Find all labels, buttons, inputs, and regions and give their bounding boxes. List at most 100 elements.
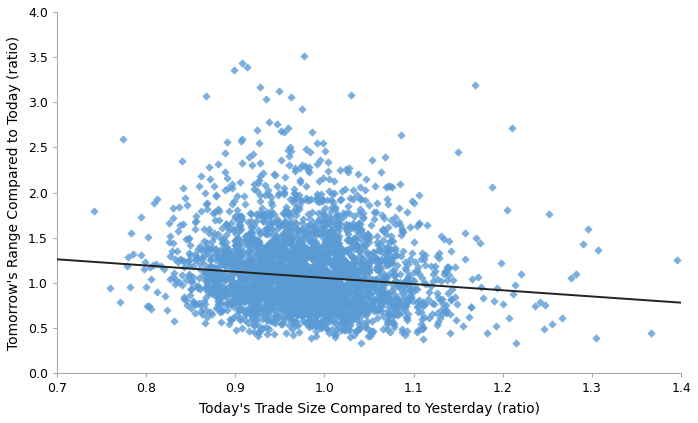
Point — [389, 244, 400, 251]
Point — [208, 275, 219, 282]
Point — [355, 293, 366, 300]
Point — [276, 270, 287, 277]
Point — [417, 336, 429, 343]
Point — [239, 201, 251, 207]
Point — [343, 288, 355, 295]
Point — [248, 180, 260, 187]
Point — [334, 197, 345, 204]
Point — [298, 307, 309, 313]
Point — [334, 269, 345, 276]
Point — [226, 181, 237, 188]
Point — [337, 245, 348, 252]
Point — [306, 322, 318, 329]
Point — [282, 278, 293, 285]
Y-axis label: Tomorrow's Range Compared to Today (ratio): Tomorrow's Range Compared to Today (rati… — [7, 36, 21, 349]
Point — [267, 271, 279, 277]
Point — [244, 265, 255, 272]
Point — [370, 277, 381, 284]
Point — [221, 288, 232, 294]
Point — [347, 305, 358, 311]
Point — [303, 306, 314, 313]
Point — [275, 257, 286, 264]
Point — [248, 268, 260, 275]
Point — [189, 218, 200, 225]
Point — [327, 257, 338, 264]
Point — [255, 294, 266, 301]
Point — [294, 301, 305, 308]
Point — [309, 295, 320, 302]
Point — [380, 274, 392, 280]
Point — [327, 307, 339, 313]
Point — [315, 281, 327, 288]
Point — [300, 299, 311, 305]
Point — [315, 231, 326, 237]
Point — [280, 241, 291, 248]
Point — [260, 261, 272, 268]
Point — [242, 285, 253, 291]
Point — [295, 272, 306, 278]
Point — [290, 283, 302, 289]
Point — [313, 265, 325, 272]
Point — [315, 284, 326, 291]
Point — [244, 209, 255, 216]
Point — [327, 269, 338, 276]
Point — [334, 282, 346, 289]
Point — [213, 294, 224, 300]
Point — [244, 257, 255, 264]
Point — [265, 318, 276, 324]
Point — [288, 186, 299, 193]
Point — [336, 248, 347, 255]
Point — [303, 318, 314, 325]
Point — [315, 267, 326, 274]
Point — [401, 315, 413, 321]
Point — [382, 248, 393, 255]
Point — [276, 245, 288, 252]
Point — [394, 218, 405, 225]
Point — [255, 198, 266, 205]
Point — [253, 262, 265, 269]
Point — [351, 222, 362, 228]
Point — [244, 241, 255, 247]
Point — [382, 243, 393, 250]
Point — [233, 268, 244, 275]
Point — [321, 321, 332, 327]
Point — [399, 259, 410, 266]
Point — [646, 330, 657, 337]
Point — [306, 308, 318, 314]
Point — [671, 256, 683, 263]
Point — [218, 262, 229, 269]
Point — [235, 254, 246, 261]
Point — [466, 304, 477, 310]
Point — [274, 222, 285, 229]
Point — [291, 247, 302, 254]
Point — [341, 268, 352, 275]
Point — [341, 263, 352, 270]
Point — [284, 297, 295, 303]
Point — [295, 283, 306, 289]
Point — [256, 286, 267, 292]
Point — [324, 289, 335, 296]
Point — [339, 299, 350, 306]
Point — [294, 244, 305, 251]
Point — [308, 254, 319, 261]
Point — [315, 258, 326, 265]
Point — [378, 313, 389, 320]
Point — [265, 262, 276, 269]
Point — [317, 281, 328, 288]
Point — [570, 271, 581, 277]
Point — [228, 265, 239, 272]
Point — [295, 258, 306, 265]
Point — [283, 124, 294, 131]
Point — [323, 282, 334, 289]
Point — [262, 231, 274, 237]
Point — [444, 265, 455, 272]
Point — [423, 288, 434, 295]
Point — [276, 254, 288, 261]
Point — [278, 315, 289, 321]
Point — [381, 297, 392, 304]
Point — [331, 294, 342, 301]
Point — [352, 275, 364, 282]
Point — [314, 309, 325, 316]
Point — [220, 221, 231, 228]
Point — [215, 294, 226, 301]
